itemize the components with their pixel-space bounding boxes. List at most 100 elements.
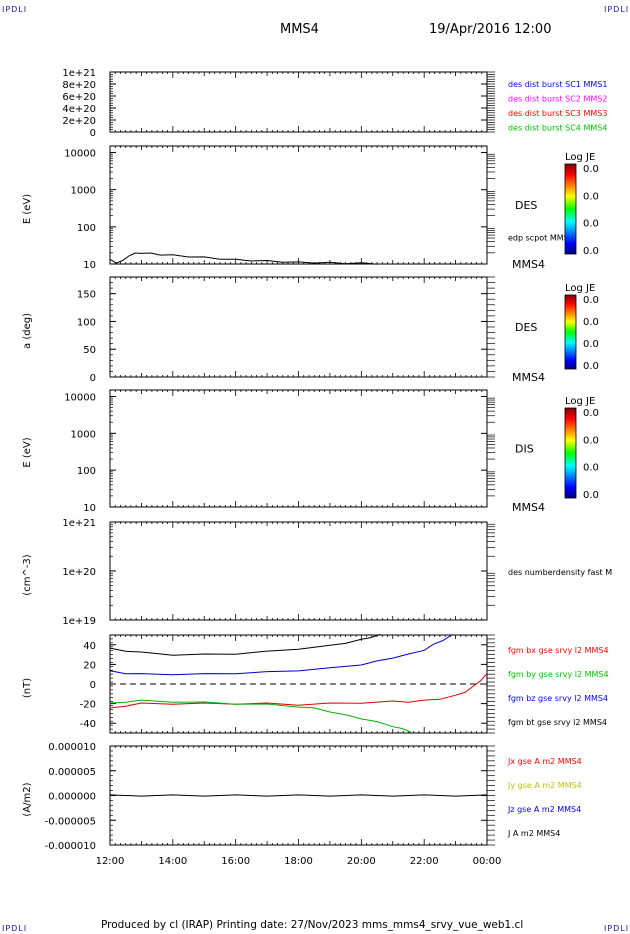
colorbar-tick-label: 0.0 [583, 490, 599, 501]
y-axis-label: (nT) [22, 678, 33, 698]
datetime-title: 19/Apr/2016 12:00 [429, 22, 552, 37]
y-tick-label: 40 [83, 641, 96, 652]
instrument-label: DES [515, 199, 537, 212]
colorbar-tick-label: 0.0 [583, 317, 599, 328]
colorbar-tick-label: 0.0 [583, 435, 599, 446]
instrument-label: DES [515, 321, 537, 334]
legend-entry: des dist burst SC1 MMS1 [508, 80, 607, 89]
legend-entry: fgm bz gse srvy l2 MMS4 [508, 694, 608, 703]
colorbar-tick-label: 0.0 [583, 295, 599, 306]
y-tick-label: 10000 [64, 392, 96, 403]
y-tick-label: 0 [90, 373, 96, 384]
time-tick-label: 18:00 [284, 856, 313, 867]
y-tick-label: 4e+20 [62, 104, 96, 115]
time-tick-label: 14:00 [158, 856, 187, 867]
y-axis-label: (cm^-3) [22, 554, 33, 595]
y-tick-label: 1e+21 [62, 68, 96, 79]
corner-mark-tr: IPDLI [604, 5, 630, 14]
legend-entry: des dist burst SC2 MMS2 [508, 95, 607, 104]
colorbar-title: Log JE [565, 152, 595, 163]
colorbar-tick-label: 0.0 [583, 164, 599, 175]
legend-entry: fgm bt gse srvy l2 MMS4 [508, 718, 607, 727]
colorbar-title: Log JE [565, 283, 595, 294]
y-tick-label: 6e+20 [62, 92, 96, 103]
series-line [109, 633, 381, 656]
colorbar-tick-label: 0.0 [583, 408, 599, 419]
station-label: MMS4 [512, 371, 545, 384]
series-line [109, 673, 488, 709]
colorbar [564, 163, 577, 255]
panel-frame-des-pitch [109, 276, 488, 378]
colorbar-tick-label: 0.0 [583, 361, 599, 372]
time-tick-label: 16:00 [221, 856, 250, 867]
colorbar [564, 294, 577, 370]
panel-frame-des-energy [109, 145, 488, 265]
y-tick-label: 150 [77, 290, 96, 301]
y-tick-label: 1e+21 [62, 518, 96, 529]
y-tick-label: 10 [83, 260, 96, 271]
y-tick-label: 2e+20 [62, 116, 96, 127]
series-line [109, 699, 412, 734]
time-tick-label: 12:00 [96, 856, 125, 867]
legend-entry: fgm bx gse srvy l2 MMS4 [508, 646, 609, 655]
corner-mark-br: IPDLI [604, 924, 630, 933]
series-line [109, 633, 453, 676]
y-tick-label: 1e+19 [62, 616, 96, 627]
y-axis-label: a (deg) [22, 313, 33, 349]
spacecraft-title: MMS4 [280, 22, 319, 37]
y-tick-label: -20 [80, 700, 96, 711]
y-tick-label: 0 [90, 128, 96, 139]
y-tick-label: -40 [80, 719, 96, 730]
legend-entry: des dist burst SC4 MMS4 [508, 124, 607, 133]
colorbar [564, 407, 577, 499]
panel-frame-dis-energy [109, 389, 488, 508]
overlay-label: edp scpot MMS4 [508, 233, 574, 242]
colorbar-tick-label: 0.0 [583, 339, 599, 350]
y-tick-label: 8e+20 [62, 80, 96, 91]
station-label: MMS4 [512, 501, 545, 514]
colorbar-tick-label: 0.0 [583, 463, 599, 474]
y-tick-label: -0.000010 [45, 841, 96, 852]
y-axis-label: E (eV) [22, 194, 33, 224]
y-tick-label: 100 [77, 223, 96, 234]
time-tick-label: 22:00 [410, 856, 439, 867]
colorbar-tick-label: 0.0 [583, 246, 599, 257]
y-axis-label: E (eV) [22, 437, 33, 467]
y-tick-label: 0.000010 [48, 742, 96, 753]
y-tick-label: 1000 [71, 186, 96, 197]
station-label: MMS4 [512, 258, 545, 271]
panel-frame-density [109, 521, 488, 621]
y-tick-label: -0.000005 [45, 816, 96, 827]
y-tick-label: 1e+20 [62, 567, 96, 578]
panel-frame-burst [109, 71, 488, 133]
corner-mark-tl: IPDLI [2, 5, 28, 14]
y-tick-label: 1000 [71, 429, 96, 440]
legend-entry: fgm by gse srvy l2 MMS4 [508, 670, 609, 679]
legend-entry: J A m2 MMS4 [507, 829, 560, 838]
y-tick-label: 20 [83, 660, 96, 671]
instrument-label: DIS [515, 443, 534, 456]
y-tick-label: 100 [77, 466, 96, 477]
corner-mark-bl: IPDLI [2, 924, 28, 933]
footer-credits: Produced by cl (IRAP) Printing date: 27/… [101, 919, 524, 931]
y-tick-label: 10000 [64, 149, 96, 160]
series-line [109, 252, 378, 265]
y-tick-label: 0.000000 [48, 792, 96, 803]
y-tick-label: 50 [83, 345, 96, 356]
y-tick-label: 10 [83, 503, 96, 514]
time-tick-label: 20:00 [347, 856, 376, 867]
y-axis-label: (A/m2) [22, 782, 33, 816]
legend-entry: Jx gse A m2 MMS4 [507, 757, 582, 766]
colorbar-tick-label: 0.0 [583, 191, 599, 202]
legend-entry: des numberdensity fast M [508, 568, 612, 577]
legend-entry: des dist burst SC3 MMS3 [508, 109, 607, 118]
time-tick-label: 00:00 [473, 856, 502, 867]
series-line [109, 794, 488, 797]
colorbar-tick-label: 0.0 [583, 219, 599, 230]
colorbar-title: Log JE [565, 396, 595, 407]
y-tick-label: 0 [90, 680, 96, 691]
y-tick-label: 100 [77, 317, 96, 328]
legend-entry: Jz gse A m2 MMS4 [507, 805, 581, 814]
y-tick-label: 0.000005 [48, 767, 96, 778]
